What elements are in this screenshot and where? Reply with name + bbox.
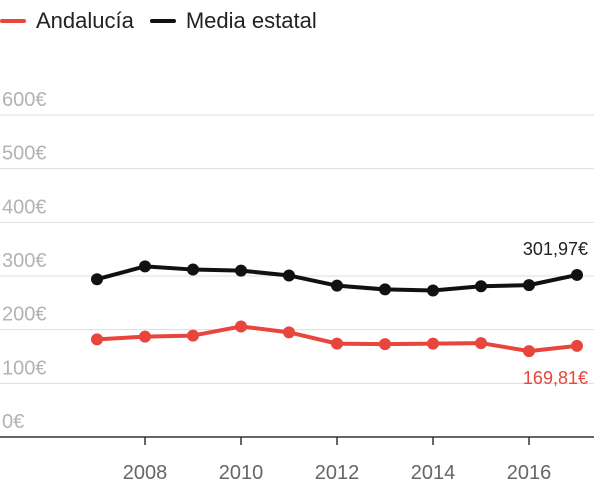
data-point-andaluc-a-2014 (427, 337, 439, 350)
data-point-media-estatal-2014 (427, 284, 439, 297)
data-point-andaluc-a-2015 (475, 337, 487, 350)
legend: Andalucía Media estatal (0, 6, 333, 36)
data-point-andaluc-a-2009 (187, 329, 199, 342)
data-point-andaluc-a-2016 (523, 345, 535, 358)
legend-item-media-estatal[interactable]: Media estatal (149, 8, 317, 34)
x-tick-label-2012: 2012 (315, 462, 360, 484)
data-point-andaluc-a-2017 (571, 339, 583, 352)
data-point-media-estatal-2017 (571, 268, 583, 281)
data-point-media-estatal-2016 (523, 279, 535, 292)
data-point-andaluc-a-2013 (379, 338, 391, 351)
y-tick-label-500: 500€ (2, 143, 47, 165)
legend-label-andalucia: Andalucía (36, 8, 134, 33)
data-point-media-estatal-2008 (139, 260, 151, 273)
y-tick-label-300: 300€ (2, 250, 47, 272)
y-tick-label-600: 600€ (2, 89, 47, 111)
data-point-media-estatal-2012 (331, 279, 343, 292)
data-point-andaluc-a-2008 (139, 330, 151, 343)
legend-item-andalucia[interactable]: Andalucía (0, 8, 134, 34)
data-point-andaluc-a-2012 (331, 337, 343, 350)
x-tick-label-2008: 2008 (123, 462, 168, 484)
data-point-media-estatal-2010 (235, 264, 247, 277)
data-point-andaluc-a-2010 (235, 320, 247, 333)
y-tick-label-0: 0€ (2, 411, 24, 433)
data-point-andaluc-a-2011 (283, 326, 295, 339)
y-tick-label-200: 200€ (2, 304, 47, 326)
end-label-media-estatal: 301,97€ (523, 239, 588, 259)
legend-swatch-andalucia (0, 19, 26, 23)
data-point-media-estatal-2009 (187, 263, 199, 276)
x-tick-label-2014: 2014 (411, 462, 456, 484)
y-tick-label-100: 100€ (2, 357, 47, 379)
end-label-andaluc-a: 169,81€ (523, 368, 588, 388)
y-tick-label-400: 400€ (2, 196, 47, 218)
x-tick-label-2016: 2016 (507, 462, 552, 484)
data-point-media-estatal-2007 (91, 273, 103, 286)
legend-swatch-media-estatal (149, 19, 176, 23)
legend-label-media-estatal: Media estatal (185, 8, 317, 33)
data-point-media-estatal-2011 (283, 269, 295, 282)
data-point-media-estatal-2013 (379, 283, 391, 296)
x-tick-label-2010: 2010 (219, 462, 264, 484)
data-point-andaluc-a-2007 (91, 333, 103, 346)
data-point-media-estatal-2015 (475, 280, 487, 293)
